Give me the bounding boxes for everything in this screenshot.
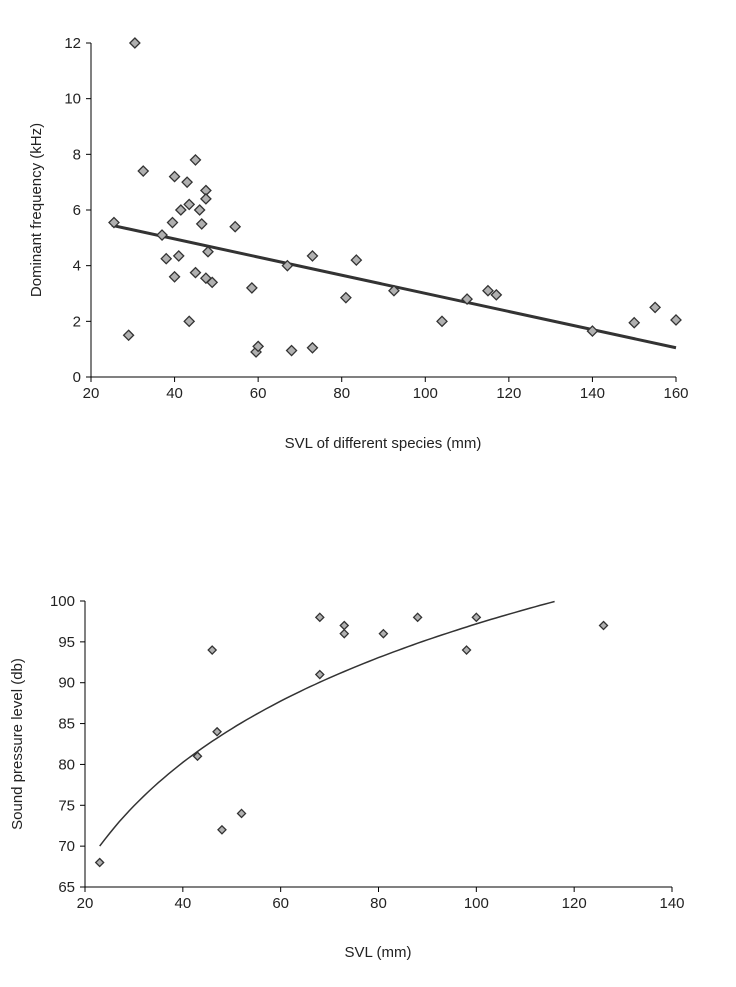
x-tick-label: 40 xyxy=(166,385,183,402)
data-point xyxy=(202,245,214,258)
data-point xyxy=(94,857,105,868)
data-point xyxy=(339,628,350,639)
data-point xyxy=(281,259,294,272)
data-point xyxy=(128,37,141,49)
data-point xyxy=(314,612,325,623)
data-point xyxy=(172,250,185,262)
data-point xyxy=(461,645,472,655)
data-point xyxy=(229,220,242,233)
data-point xyxy=(461,293,473,305)
x-tick-label: 20 xyxy=(77,895,94,912)
trendline xyxy=(99,600,555,847)
data-point xyxy=(339,291,352,304)
x-tick-label: 160 xyxy=(663,385,688,402)
data-point xyxy=(628,316,641,329)
data-point xyxy=(137,165,150,177)
data-point xyxy=(166,216,179,229)
data-point xyxy=(412,612,423,623)
x-tick-label: 100 xyxy=(413,385,438,402)
y-tick-label: 95 xyxy=(58,634,75,651)
data-point xyxy=(378,628,389,639)
data-point xyxy=(193,204,206,216)
data-point xyxy=(183,315,196,328)
data-point xyxy=(388,284,400,297)
x-tick-label: 60 xyxy=(250,385,267,402)
x-tick-label: 120 xyxy=(496,385,521,402)
data-point xyxy=(285,344,298,357)
y-tick-label: 70 xyxy=(58,838,75,855)
data-point xyxy=(156,229,168,241)
data-point xyxy=(206,276,219,289)
y-tick-label: 6 xyxy=(73,202,81,219)
x-axis-label: SVL of different species (mm) xyxy=(285,435,482,452)
y-tick-label: 90 xyxy=(58,675,75,692)
y-tick-label: 0 xyxy=(73,369,81,386)
chart-sound-pressure: SVL (mm) Sound pressure level (db) 20 40 6… xyxy=(9,593,685,961)
data-point xyxy=(189,153,202,166)
y-tick-label: 2 xyxy=(73,313,81,330)
data-point xyxy=(192,751,203,762)
x-tick-label: 140 xyxy=(580,385,605,402)
data-point xyxy=(181,176,194,189)
y-tick-label: 80 xyxy=(58,756,75,773)
data-point xyxy=(212,726,222,737)
data-point xyxy=(252,340,265,353)
data-point xyxy=(217,824,227,835)
data-point xyxy=(195,217,208,230)
y-tick-label: 75 xyxy=(58,797,75,814)
data-point xyxy=(199,192,212,205)
data-point xyxy=(306,250,319,262)
data-point xyxy=(314,669,325,680)
x-tick-label: 20 xyxy=(83,385,100,402)
y-axis-label: Sound pressure level (db) xyxy=(9,658,26,830)
y-tick-label: 12 xyxy=(64,35,81,52)
x-tick-label: 40 xyxy=(174,895,191,912)
data-point xyxy=(649,301,662,314)
data-point xyxy=(108,216,120,229)
y-tick-label: 65 xyxy=(58,879,75,896)
data-point xyxy=(306,341,319,354)
data-point xyxy=(245,282,258,294)
y-tick-label: 85 xyxy=(58,716,75,733)
data-point xyxy=(207,645,218,655)
data-point xyxy=(339,620,350,631)
x-tick-label: 80 xyxy=(333,385,350,402)
data-point xyxy=(598,620,609,631)
x-tick-label: 120 xyxy=(562,895,587,912)
x-axis-label: SVL (mm) xyxy=(345,944,412,961)
x-tick-label: 140 xyxy=(659,895,684,912)
y-tick-label: 4 xyxy=(73,258,81,275)
y-axis-label: Dominant frequency (kHz) xyxy=(28,123,45,297)
data-point xyxy=(189,266,202,279)
data-point xyxy=(168,170,181,183)
chart-dominant-frequency: SVL of different species (mm) Dominant f… xyxy=(28,35,689,452)
x-tick-label: 100 xyxy=(464,895,489,912)
data-point xyxy=(670,314,682,326)
data-point xyxy=(183,198,196,211)
y-tick-label: 10 xyxy=(64,91,81,108)
data-point xyxy=(482,284,494,297)
y-tick-label: 8 xyxy=(73,146,81,163)
data-point xyxy=(122,329,135,342)
data-point xyxy=(586,325,599,337)
data-point xyxy=(436,315,448,328)
y-tick-label: 100 xyxy=(50,593,75,610)
data-point xyxy=(160,252,173,265)
data-point xyxy=(471,612,482,623)
data-point xyxy=(490,288,503,301)
data-point xyxy=(236,808,247,819)
data-point xyxy=(350,254,363,267)
data-point xyxy=(174,204,187,216)
data-point xyxy=(168,270,181,283)
x-tick-label: 80 xyxy=(370,895,387,912)
x-tick-label: 60 xyxy=(272,895,289,912)
